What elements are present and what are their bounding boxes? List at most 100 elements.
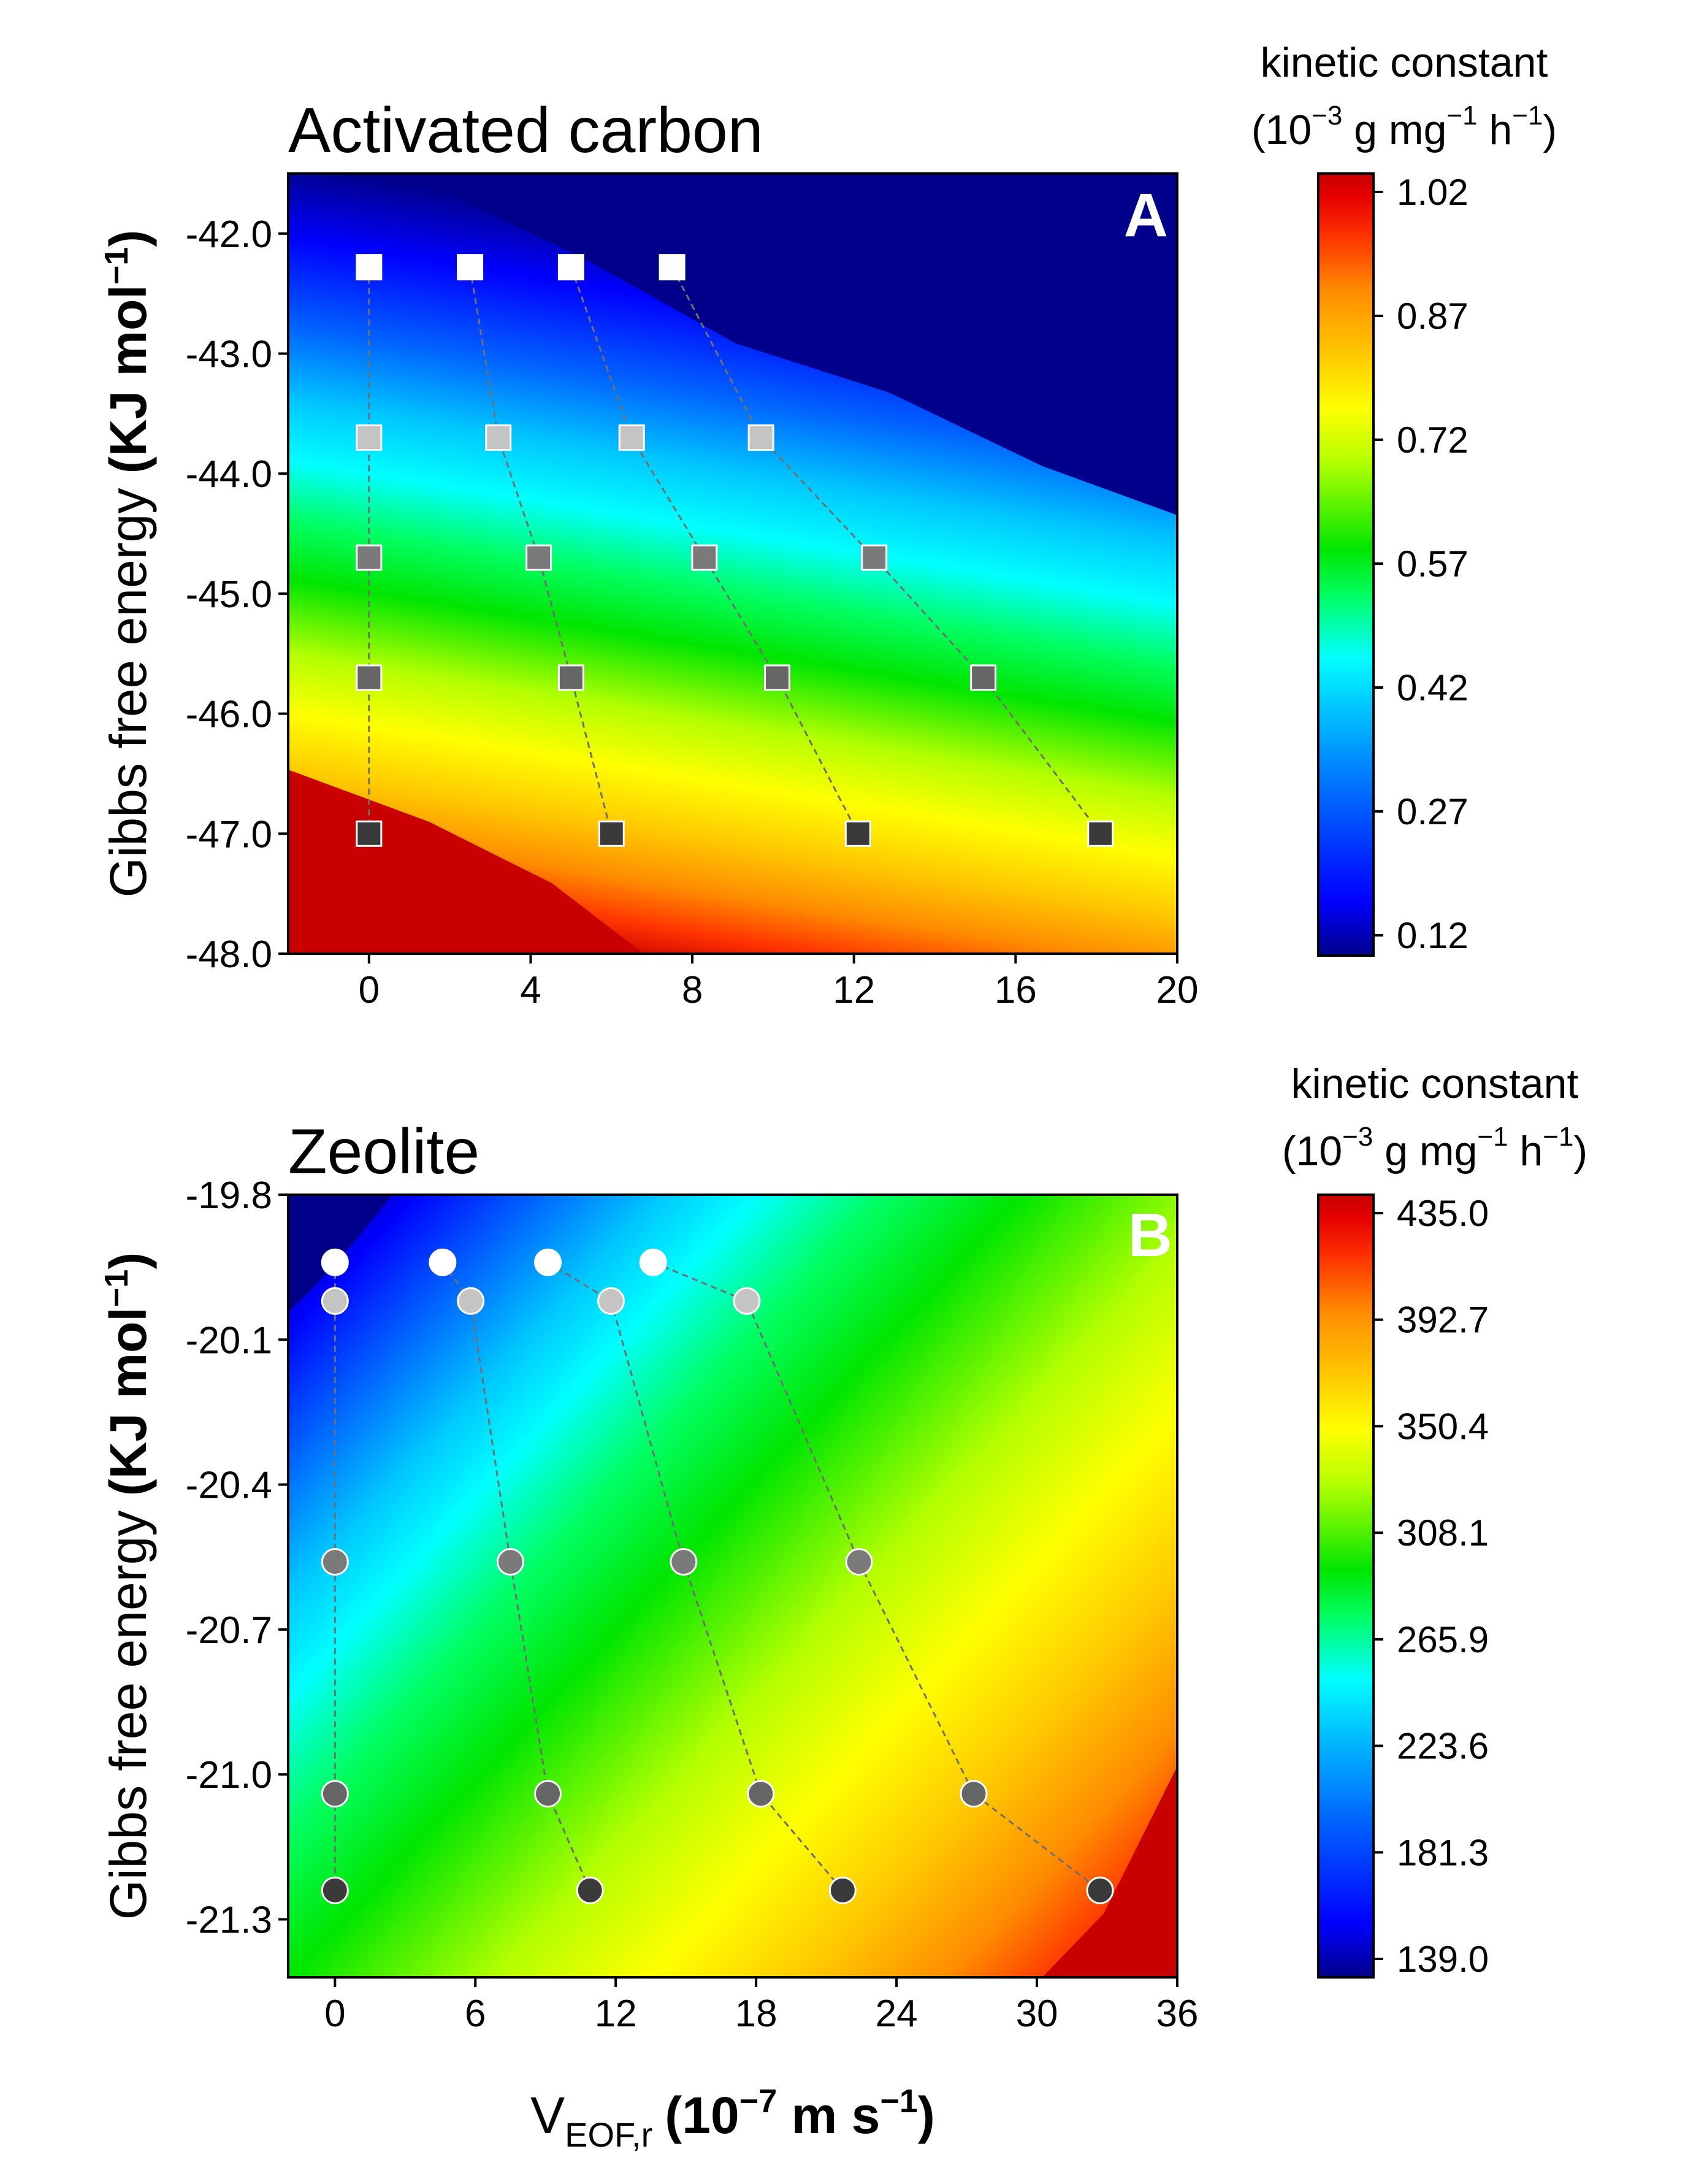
panel-a-data-point [557, 254, 584, 281]
panel-b-colorbar-tick-label: 223.6 [1397, 1726, 1489, 1767]
panel-b-y-label-close: ) [99, 1252, 157, 1270]
panel-a-colorbar-tick-label: 0.12 [1397, 915, 1468, 956]
panel-b-data-point [747, 1780, 775, 1808]
panel-b-x-axis-label: VEOF,r (10−7 m s−1) [530, 2083, 935, 2154]
panel-a-x-tick-label: 16 [995, 969, 1037, 1011]
panel-a-y-axis-label: Gibbs free energy (KJ mol−1) [98, 230, 157, 898]
panel-a-series-line [469, 267, 613, 834]
panel-b-y-tick-label: -20.7 [186, 1609, 272, 1652]
panel-b-title: Zeolite [288, 1116, 479, 1187]
panel-a-y-label-unit: (KJ mol [99, 285, 157, 473]
panel-b-data-point [497, 1548, 524, 1576]
panel-a-x-tick-label: 4 [520, 969, 541, 1011]
panel-a: Activated carbon A 0 4 8 12 16 20 -42.0-43.0-… [98, 39, 1557, 1011]
panel-a-data-point [764, 664, 790, 691]
panel-a-letter: A [1124, 181, 1168, 250]
panel-a-saturated-high-region [288, 770, 644, 954]
panel-b-colorbar-tick-label: 139.0 [1397, 1939, 1489, 1980]
panel-b-x-label-close: ) [918, 2086, 935, 2144]
panel-b-colorbar: kinetic constant (10−3 g mg−1 h−1) 435.0… [1282, 1060, 1587, 1980]
panel-b-data-point [960, 1780, 988, 1808]
panel-b-colorbar-tick-label: 308.1 [1397, 1512, 1489, 1554]
panel-b-data-point [670, 1548, 698, 1576]
panel-a-x-axis: 0 4 8 12 16 20 [359, 954, 1199, 1011]
panel-b-series-line [652, 1261, 1101, 1891]
panel-b-x-label-exp: −7 [739, 2083, 777, 2120]
panel-b: Zeolite B 0 6 12 18 24 30 36 -19.8 -20.1 -20.4 -2… [98, 1060, 1587, 2154]
panel-a-data-point [356, 254, 383, 281]
panel-b-colorbar-tick-label: 435.0 [1397, 1193, 1489, 1234]
panel-a-colorbar-unit-prefix: (10 [1251, 107, 1312, 153]
panel-a-colorbar: kinetic constant (10−3 g mg−1 h−1) 1.020… [1251, 39, 1557, 957]
panel-b-x-axis: 0 6 12 18 24 30 36 [324, 1977, 1198, 2035]
panel-a-axes-frame [287, 172, 1178, 955]
panel-b-colorbar-unit-prefix: (10 [1282, 1128, 1342, 1174]
panel-a-data-point [356, 820, 383, 847]
panel-a-y-tick-label: -44.0 [186, 453, 272, 496]
panel-a-data-point [598, 820, 625, 847]
panel-b-data-point [534, 1780, 562, 1808]
panel-b-data-point [639, 1248, 667, 1276]
panel-b-y-axis-label: Gibbs free energy (KJ mol−1) [98, 1252, 157, 1920]
panel-a-y-label-unit-exponent: −1 [98, 247, 135, 285]
panel-b-colorbar-unit-h-exp: −1 [1543, 1122, 1573, 1152]
panel-b-contour-fill [288, 1195, 1177, 1977]
panel-b-letter: B [1128, 1201, 1172, 1270]
panel-a-markers [356, 254, 1114, 847]
panel-b-y-tick-label: -19.8 [186, 1174, 272, 1217]
panel-a-colorbar-tick-label: 1.02 [1397, 172, 1468, 213]
panel-a-y-axis: -42.0 -43.0 -44.0 -45.0 -46.0 -47.0 -48.0 [186, 213, 288, 976]
panel-a-data-point [691, 544, 718, 571]
panel-b-colorbar-unit-h: h [1508, 1128, 1543, 1174]
panel-a-data-point [356, 424, 383, 451]
panel-b-data-point [576, 1876, 604, 1904]
panel-b-colorbar-tick-label: 392.7 [1397, 1300, 1489, 1341]
panel-b-y-axis: -19.8 -20.1 -20.4 -20.7 -21.0 -21.3 [186, 1174, 288, 1941]
panel-b-colorbar-tick-label: 350.4 [1397, 1406, 1489, 1447]
panel-a-x-tick-label: 8 [682, 969, 703, 1011]
panel-a-colorbar-tick-label: 0.42 [1397, 667, 1468, 708]
panel-b-colorbar-unit: (10−3 g mg−1 h−1) [1282, 1122, 1587, 1174]
panel-b-saturated-high-region [1042, 1766, 1177, 1977]
panel-a-saturated-low-region [417, 174, 1177, 515]
panel-a-colorbar-unit-h-exp: −1 [1512, 101, 1543, 131]
panel-b-data-point [321, 1287, 349, 1315]
panel-b-y-label-unit-exponent: −1 [98, 1270, 135, 1308]
panel-a-y-label-text: Gibbs free energy [99, 488, 157, 898]
panel-a-colorbar-tick-label: 0.27 [1397, 791, 1468, 832]
panel-a-data-point [844, 820, 871, 847]
panel-a-y-tick-label: -47.0 [186, 813, 272, 856]
panel-b-y-label-unit: (KJ mol [99, 1307, 157, 1496]
panel-a-colorbar-unit: (10−3 g mg−1 h−1) [1251, 101, 1557, 153]
panel-b-colorbar-tick-label: 181.3 [1397, 1832, 1489, 1873]
panel-b-x-tick-label: 6 [465, 1993, 486, 2035]
panel-b-colorbar-unit-exp: −3 [1342, 1122, 1373, 1152]
panel-b-data-point [321, 1876, 349, 1904]
panel-b-y-tick-label: -20.4 [186, 1465, 272, 1507]
panel-b-x-tick-label: 18 [735, 1993, 777, 2035]
panel-b-x-tick-label: 24 [876, 1993, 918, 2035]
panel-b-y-tick-label: -20.1 [186, 1319, 272, 1362]
panel-a-x-tick-label: 20 [1156, 969, 1199, 1011]
panel-a-colorbar-unit-h: h [1478, 107, 1513, 153]
panel-a-data-point [356, 664, 383, 691]
panel-b-x-label-unit: (10 [665, 2086, 739, 2144]
panel-b-x-label-s-exp: −1 [880, 2083, 918, 2120]
panel-b-x-label-sub: EOF,r [565, 2115, 652, 2154]
panel-a-title: Activated carbon [288, 95, 763, 166]
panel-a-colorbar-unit-mg-exp: −1 [1446, 101, 1477, 131]
panel-a-data-point [356, 544, 383, 571]
panel-a-y-tick-label: -43.0 [186, 334, 272, 376]
panel-a-series-line [570, 267, 859, 834]
panel-a-data-point [861, 544, 888, 571]
panel-b-x-tick-label: 12 [595, 1993, 637, 2035]
panel-a-data-point [557, 664, 584, 691]
panel-b-contour-field [288, 1195, 1177, 1977]
panel-a-data-point [659, 254, 686, 281]
panel-a-colorbar-tick-label: 0.72 [1397, 420, 1468, 461]
panel-a-y-tick-label: -48.0 [186, 933, 272, 976]
panel-b-data-point [845, 1548, 873, 1576]
panel-b-axes-frame [287, 1194, 1178, 1979]
panel-b-colorbar-unit-g: g mg [1373, 1128, 1477, 1174]
